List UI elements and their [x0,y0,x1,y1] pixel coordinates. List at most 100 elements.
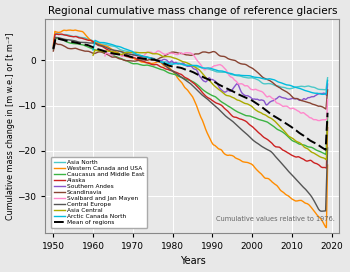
Alaska [324,166,329,170]
Line: Central Europe: Central Europe [53,38,328,211]
Alaska [129,56,133,59]
Southern Andes [168,60,172,64]
X-axis label: Years: Years [180,256,205,267]
Caucasus and Middle East [324,153,328,156]
Asia Central [230,95,234,99]
Asia North [129,51,133,54]
Western Canada and USA [51,44,55,47]
Scandinavia [51,50,55,53]
Arctic Canada North [326,79,330,82]
Asia North [322,88,327,91]
Caucasus and Middle East [138,63,142,66]
Caucasus and Middle East [119,57,123,60]
Svalbard and Jan Mayen [298,110,302,114]
Arctic Canada North [197,65,202,68]
Southern Andes [176,62,181,66]
Title: Regional cumulative mass change of reference glaciers: Regional cumulative mass change of refer… [48,5,337,16]
Caucasus and Middle East [53,36,57,40]
Svalbard and Jan Mayen [121,54,125,57]
Central Europe [265,148,269,151]
Western Canada and USA [138,60,142,63]
Scandinavia [265,78,269,81]
Caucasus and Middle East [265,120,269,124]
Asia North [265,82,269,85]
Asia North [326,76,330,79]
Alaska [232,115,236,119]
Alaska [138,59,142,62]
Southern Andes [265,103,269,107]
Line: Scandinavia: Scandinavia [53,43,328,109]
Scandinavia [53,41,57,45]
Southern Andes [150,57,155,61]
Alaska [326,126,330,129]
Legend: Asia North, Western Canada and USA, Caucasus and Middle East, Alaska, Southern A: Asia North, Western Canada and USA, Cauc… [51,157,147,228]
Mean of regions [54,36,58,40]
Asia North [119,48,123,51]
Line: Mean of regions: Mean of regions [53,38,328,150]
Arctic Canada North [320,93,324,96]
Central Europe [326,146,330,150]
Svalbard and Jan Mayen [317,119,321,122]
Central Europe [232,121,236,124]
Line: Arctic Canada North: Arctic Canada North [93,40,328,94]
Alaska [51,46,55,49]
Arctic Canada North [91,48,95,52]
Scandinavia [299,99,303,102]
Central Europe [51,47,55,50]
Western Canada and USA [265,177,269,180]
Western Canada and USA [129,56,133,59]
Svalbard and Jan Mayen [247,86,252,89]
Caucasus and Middle East [51,47,55,51]
Asia North [232,73,236,76]
Scandinavia [129,59,133,63]
Western Canada and USA [324,226,329,229]
Central Europe [320,210,324,213]
Southern Andes [211,79,216,82]
Arctic Canada North [248,74,252,78]
Western Canada and USA [299,199,303,202]
Alaska [119,53,123,57]
Svalbard and Jan Mayen [105,51,109,54]
Arctic Canada North [133,51,137,55]
Arctic Canada North [152,57,156,61]
Asia Central [268,116,272,119]
Mean of regions [232,90,236,94]
Mean of regions [51,47,55,51]
Scandinavia [119,57,123,61]
Alaska [265,138,269,141]
Text: Cumulative values relative to 1976.: Cumulative values relative to 1976. [216,216,335,222]
Scandinavia [232,58,236,62]
Central Europe [138,55,142,58]
Svalbard and Jan Mayen [103,54,107,57]
Mean of regions [119,53,123,56]
Mean of regions [138,57,142,60]
Asia North [53,32,57,35]
Arctic Canada North [268,77,272,81]
Svalbard and Jan Mayen [292,107,296,110]
Line: Asia North: Asia North [53,33,328,90]
Asia North [299,85,303,88]
Central Europe [54,36,58,39]
Line: Western Canada and USA: Western Canada and USA [53,30,328,228]
Svalbard and Jan Mayen [156,49,160,52]
Asia Central [133,51,137,54]
Southern Andes [314,94,318,97]
Line: Caucasus and Middle East: Caucasus and Middle East [53,38,328,154]
Southern Andes [152,57,156,60]
Arctic Canada North [230,72,234,75]
Western Canada and USA [326,163,330,167]
Y-axis label: Cumulative mass change in [m w.e.] or [t m⁻²]: Cumulative mass change in [m w.e.] or [t… [6,32,15,220]
Svalbard and Jan Mayen [326,98,330,101]
Line: Svalbard and Jan Mayen: Svalbard and Jan Mayen [105,51,328,120]
Line: Alaska: Alaska [53,34,328,168]
Central Europe [129,53,133,56]
Asia Central [152,52,156,55]
Central Europe [119,50,123,53]
Asia Central [248,104,252,107]
Asia Central [326,121,330,124]
Asia Central [324,158,329,161]
Caucasus and Middle East [299,143,303,146]
Alaska [60,32,64,36]
Line: Southern Andes: Southern Andes [153,58,328,105]
Asia North [51,45,55,48]
